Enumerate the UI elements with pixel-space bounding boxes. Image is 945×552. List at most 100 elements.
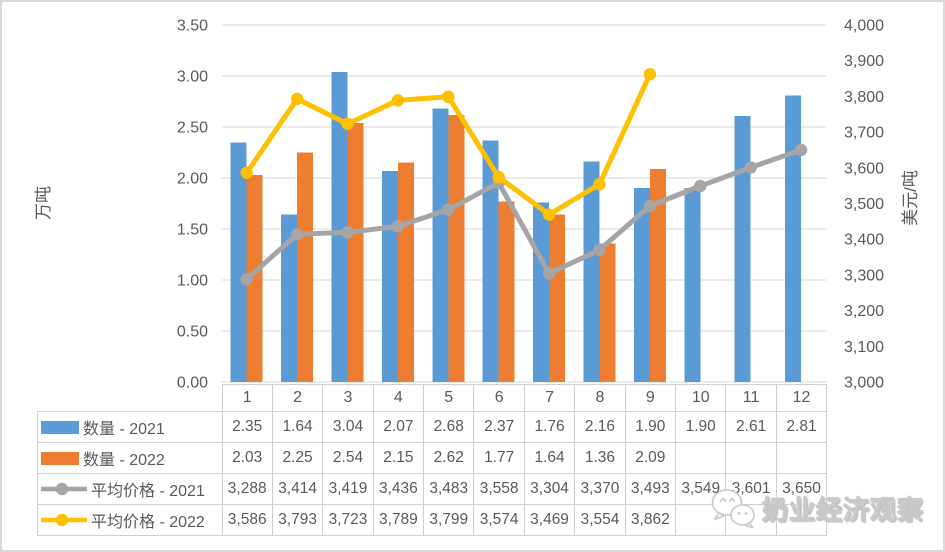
value-cell: 1.90 [675,411,727,443]
category-cell: 9 [624,384,677,412]
bar-数量 - 2022 [549,214,566,382]
marker-平均价格 - 2021 [593,243,606,257]
value-cell: 2.62 [423,442,475,474]
table-row: 数量 - 2022 2.03 2.25 2.54 2.15 2.62 1.77 1.64 1.3… [37,442,828,474]
marker-平均价格 - 2021 [391,220,405,233]
legend-cell: 平均价格 - 2021 [37,473,223,505]
value-cell: 3,554 [574,504,626,536]
bar-数量 - 2021 [583,161,600,382]
value-cell: 3,586 [221,504,273,536]
value-cell: 2.54 [322,442,374,474]
legend-swatch-bar-icon [41,420,79,434]
marker-平均价格 - 2022 [341,117,354,131]
bar-数量 - 2021 [331,71,348,383]
value-cell: 1.76 [523,411,576,443]
left-axis-tick: 1.50 [177,222,208,239]
value-cell: 3,601 [725,473,777,505]
right-axis-tick: 3,300 [844,267,884,284]
bar-数量 - 2021 [482,140,499,382]
bar-数量 - 2022 [397,162,414,382]
marker-平均价格 - 2022 [290,92,304,106]
right-axis-tick: 3,400 [844,232,884,249]
left-axis-tick: 2.50 [177,120,208,137]
marker-平均价格 - 2022 [593,178,606,191]
value-cell: 3,469 [523,504,576,536]
right-axis-tick: 4,000 [844,18,884,35]
marker-平均价格 - 2021 [442,203,455,216]
value-cell: 3,436 [372,473,425,505]
value-cell: 3,723 [322,504,374,536]
bar-数量 - 2021 [381,170,398,382]
legend-key: 数量 - 2021 [41,415,221,439]
legend-key: 平均价格 - 2021 [41,477,221,501]
category-header-row: 1 2 3 4 5 6 7 8 9 10 11 12 [38,384,828,412]
category-cell: 12 [775,384,828,412]
left-axis-tick: 0.50 [177,324,208,341]
value-cell: 2.07 [372,411,425,443]
legend-cell: 平均价格 - 2022 [37,504,223,536]
value-cell: 2.35 [221,411,273,443]
legend-cell: 数量 - 2021 [37,411,223,443]
value-cell: 3,304 [523,473,576,505]
marker-平均价格 - 2021 [794,143,808,157]
value-cell: 3,549 [675,473,727,505]
value-cell: 2.37 [473,411,525,443]
value-cell: 3,862 [624,504,677,536]
left-axis-tick: 3.00 [177,69,208,86]
value-cell: 2.68 [423,411,475,443]
value-cell: 3,558 [473,473,525,505]
left-axis-tick: 0.00 [177,375,208,392]
left-axis-tick: 1.00 [177,273,208,290]
value-cell: 1.64 [271,411,324,443]
marker-平均价格 - 2021 [643,199,657,213]
bar-数量 - 2022 [649,168,666,382]
legend-key: 平均价格 - 2022 [41,508,221,532]
category-cell: 11 [725,384,777,412]
bar-数量 - 2021 [684,188,701,382]
value-cell: 3,793 [271,504,324,536]
marker-平均价格 - 2022 [391,94,405,107]
category-cell: 7 [523,384,576,412]
value-cell [675,504,727,536]
marker-平均价格 - 2021 [290,228,304,241]
value-cell [725,442,777,474]
line-平均价格 - 2021 [244,147,804,282]
value-cell: 2.16 [574,411,626,443]
value-cell: 3,493 [624,473,677,505]
value-cell: 3,483 [423,473,475,505]
blank-corner-cell [38,385,223,412]
legend-cell: 数量 - 2022 [37,442,223,474]
left-axis-title: 万吨 [34,186,53,220]
left-axis-tick: 3.50 [177,18,208,35]
value-cell: 2.09 [624,442,677,474]
series-label: 平均价格 - 2021 [91,483,205,500]
marker-平均价格 - 2021 [542,267,556,280]
series-label: 数量 - 2022 [83,452,165,469]
value-cell: 3,370 [574,473,626,505]
bar-数量 - 2022 [498,201,515,382]
bar-数量 - 2022 [297,152,314,382]
value-cell: 1.36 [574,442,626,474]
value-cell [675,442,727,474]
marker-平均价格 - 2021 [341,226,354,239]
series-label: 数量 - 2021 [83,421,165,438]
bar-数量 - 2021 [281,214,298,382]
category-cell: 1 [221,384,273,412]
marker-平均价格 - 2021 [744,161,757,174]
chart-data-table: 1 2 3 4 5 6 7 8 9 10 11 12 数量 - 2021 2.35 1.64 3.04 2.07… [37,384,828,536]
marker-平均价格 - 2022 [442,90,455,103]
category-cell: 4 [372,384,425,412]
value-cell [775,442,828,474]
right-axis-tick: 3,500 [844,196,884,213]
legend-swatch-line-icon [41,513,87,527]
table-row: 平均价格 - 2021 3,288 3,414 3,419 3,436 3,483 3,55… [37,473,828,505]
right-axis-tick: 3,000 [844,375,884,392]
right-axis-title: 美元/吨 [901,170,920,226]
value-cell: 1.77 [473,442,525,474]
category-cell: 6 [473,384,525,412]
marker-平均价格 - 2022 [542,208,556,221]
value-cell: 3,414 [271,473,324,505]
value-cell: 2.03 [221,442,273,474]
